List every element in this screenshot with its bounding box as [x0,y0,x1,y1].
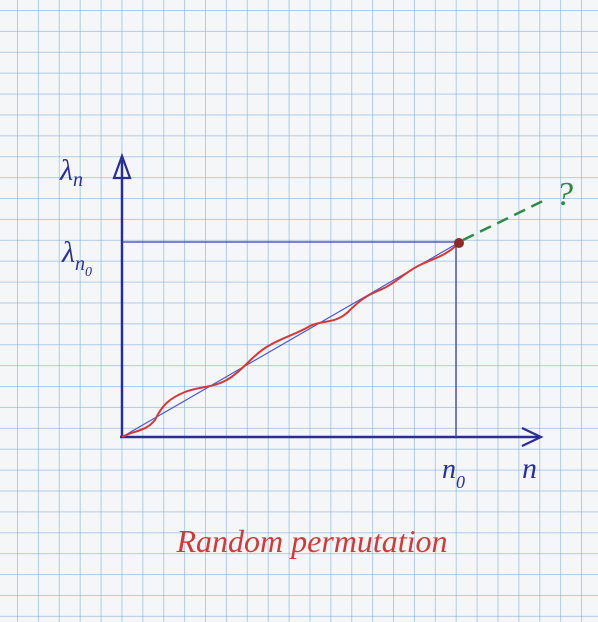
y-axis-label: λn [59,154,83,191]
marker-x-label: n0 [442,454,465,492]
sub-subscript: 0 [85,265,92,280]
caption: Random permutation [175,523,447,559]
sketch: ? λn λn0 n0 n Random permutation [0,0,598,622]
subscript: 0 [456,472,465,492]
marker-y-label: λn0 [61,236,92,280]
extrapolation [463,200,545,240]
symbol: n [442,454,456,485]
x-axis-label: n [522,452,537,485]
question-mark: ? [556,176,573,213]
symbol: λ [61,236,75,269]
subscript: n [73,169,83,191]
symbol: λ [59,154,73,187]
graph-paper: ? λn λn0 n0 n Random permutation [0,0,598,622]
endpoint [454,238,464,248]
subscript: n [75,253,85,275]
